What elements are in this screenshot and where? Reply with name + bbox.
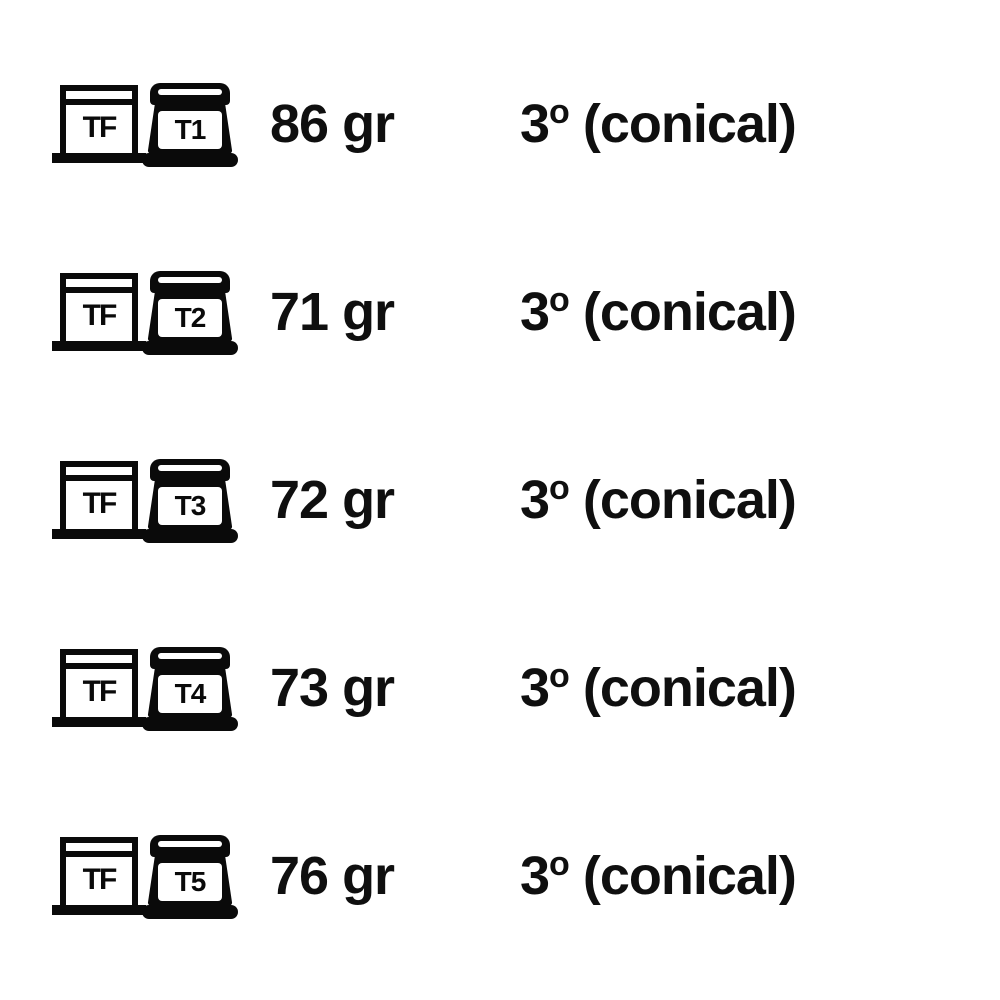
angle-value: 3o (conical): [520, 657, 796, 719]
tf-icon: TF: [60, 461, 138, 539]
weight-value: 71 gr: [270, 281, 520, 343]
angle-value: 3o (conical): [520, 469, 796, 531]
icon-group: TF T1: [60, 83, 270, 165]
tn-icon-label: T4: [175, 680, 206, 708]
tn-icon: T5: [144, 835, 236, 917]
icon-group: TF T2: [60, 271, 270, 353]
tn-icon: T2: [144, 271, 236, 353]
angle-value: 3o (conical): [520, 93, 796, 155]
tf-icon-label: TF: [60, 677, 138, 707]
icon-group: TF T3: [60, 459, 270, 541]
tf-icon: TF: [60, 85, 138, 163]
weight-value: 73 gr: [270, 657, 520, 719]
spec-row: TF T1 86 gr3o (conical): [60, 64, 970, 184]
tn-icon: T1: [144, 83, 236, 165]
angle-value: 3o (conical): [520, 845, 796, 907]
tf-icon-label: TF: [60, 489, 138, 519]
tf-icon-label: TF: [60, 301, 138, 331]
tn-icon-label: T2: [175, 304, 206, 332]
tf-icon: TF: [60, 273, 138, 351]
tn-icon: T4: [144, 647, 236, 729]
tn-icon-label: T3: [175, 492, 206, 520]
spec-row: TF T4 73 gr3o (conical): [60, 628, 970, 748]
icon-group: TF T5: [60, 835, 270, 917]
spec-row: TF T2 71 gr3o (conical): [60, 252, 970, 372]
tf-icon-label: TF: [60, 113, 138, 143]
icon-group: TF T4: [60, 647, 270, 729]
spec-table: TFT186 gr3o (conical)TFT271 gr3o (conica…: [0, 0, 1000, 1000]
spec-row: TF T5 76 gr3o (conical): [60, 816, 970, 936]
tf-icon: TF: [60, 837, 138, 915]
tf-icon-label: TF: [60, 865, 138, 895]
tn-icon: T3: [144, 459, 236, 541]
angle-value: 3o (conical): [520, 281, 796, 343]
tn-icon-label: T1: [175, 116, 206, 144]
tn-icon-label: T5: [175, 868, 206, 896]
spec-row: TF T3 72 gr3o (conical): [60, 440, 970, 560]
weight-value: 72 gr: [270, 469, 520, 531]
weight-value: 86 gr: [270, 93, 520, 155]
tf-icon: TF: [60, 649, 138, 727]
weight-value: 76 gr: [270, 845, 520, 907]
